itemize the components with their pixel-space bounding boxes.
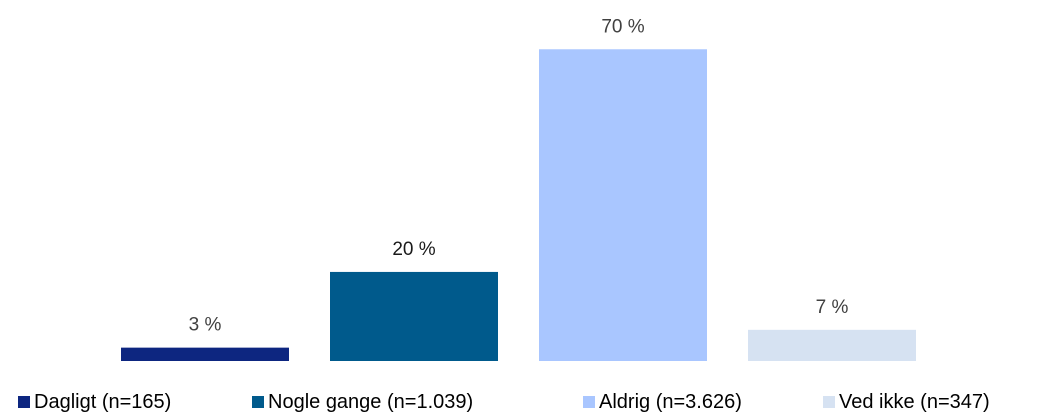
legend-swatch-dagligt <box>18 396 30 408</box>
legend-item-aldrig: Aldrig (n=3.626) <box>583 388 742 416</box>
data-label-nogle-gange: 20 % <box>392 239 435 260</box>
data-label-aldrig: 70 % <box>601 16 644 37</box>
legend-label-dagligt: Dagligt (n=165) <box>34 391 172 413</box>
bar-dagligt <box>121 347 289 361</box>
legend-item-ved-ikke: Ved ikke (n=347) <box>823 388 990 416</box>
legend-label-ved-ikke: Ved ikke (n=347) <box>839 391 990 413</box>
data-label-dagligt: 3 % <box>189 315 222 336</box>
legend-swatch-nogle-gange <box>252 396 264 408</box>
data-label-ved-ikke: 7 % <box>816 297 849 318</box>
legend-swatch-aldrig <box>583 396 595 408</box>
chart-legend: Dagligt (n=165) Nogle gange (n=1.039) Al… <box>0 388 1048 416</box>
bar-ved-ikke <box>748 329 916 361</box>
bar-nogle-gange <box>330 271 498 361</box>
bar-aldrig <box>539 49 707 362</box>
legend-item-dagligt: Dagligt (n=165) <box>18 388 171 416</box>
legend-item-nogle-gange: Nogle gange (n=1.039) <box>252 388 473 416</box>
legend-label-nogle-gange: Nogle gange (n=1.039) <box>268 391 474 413</box>
legend-label-aldrig: Aldrig (n=3.626) <box>599 391 742 413</box>
legend-swatch-ved-ikke <box>823 396 835 408</box>
